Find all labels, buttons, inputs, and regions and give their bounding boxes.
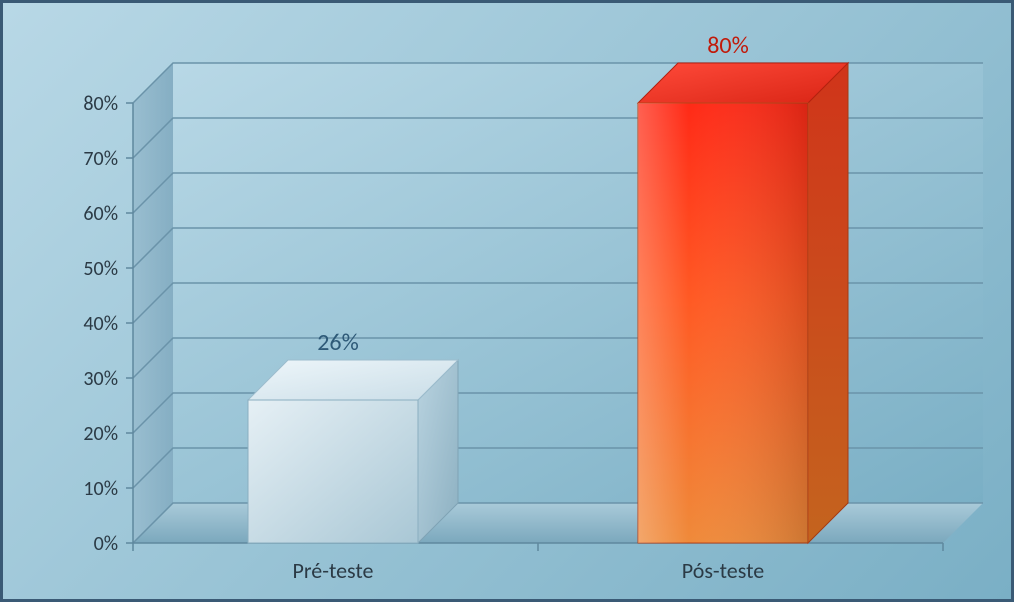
xtick-label: Pós-teste — [682, 557, 764, 584]
x-axis-ticks — [133, 543, 943, 551]
data-label-pre: 26% — [317, 328, 358, 357]
data-label-pos: 80% — [707, 31, 748, 60]
ytick-label: 10% — [83, 477, 118, 501]
ytick-label: 80% — [83, 92, 118, 116]
ytick-label: 50% — [83, 257, 118, 281]
bar-pre-teste — [248, 360, 458, 543]
x-axis-labels: Pré-teste Pós-teste — [293, 557, 765, 584]
ytick-label: 70% — [83, 147, 118, 171]
ytick-label: 60% — [83, 202, 118, 226]
y-axis-labels: 0% 10% 20% 30% 40% 50% 60% 70% 80% — [83, 92, 118, 556]
chart-3d-svg: 0% 10% 20% 30% 40% 50% 60% 70% 80% — [3, 3, 1011, 599]
ytick-label: 40% — [83, 312, 118, 336]
ytick-label: 20% — [83, 422, 118, 446]
chart-container: 0% 10% 20% 30% 40% 50% 60% 70% 80% — [0, 0, 1014, 602]
bar-pos-teste — [638, 63, 848, 543]
y-axis-ticks — [126, 103, 133, 543]
ytick-label: 0% — [94, 532, 118, 556]
xtick-label: Pré-teste — [293, 557, 374, 584]
ytick-label: 30% — [83, 367, 118, 391]
